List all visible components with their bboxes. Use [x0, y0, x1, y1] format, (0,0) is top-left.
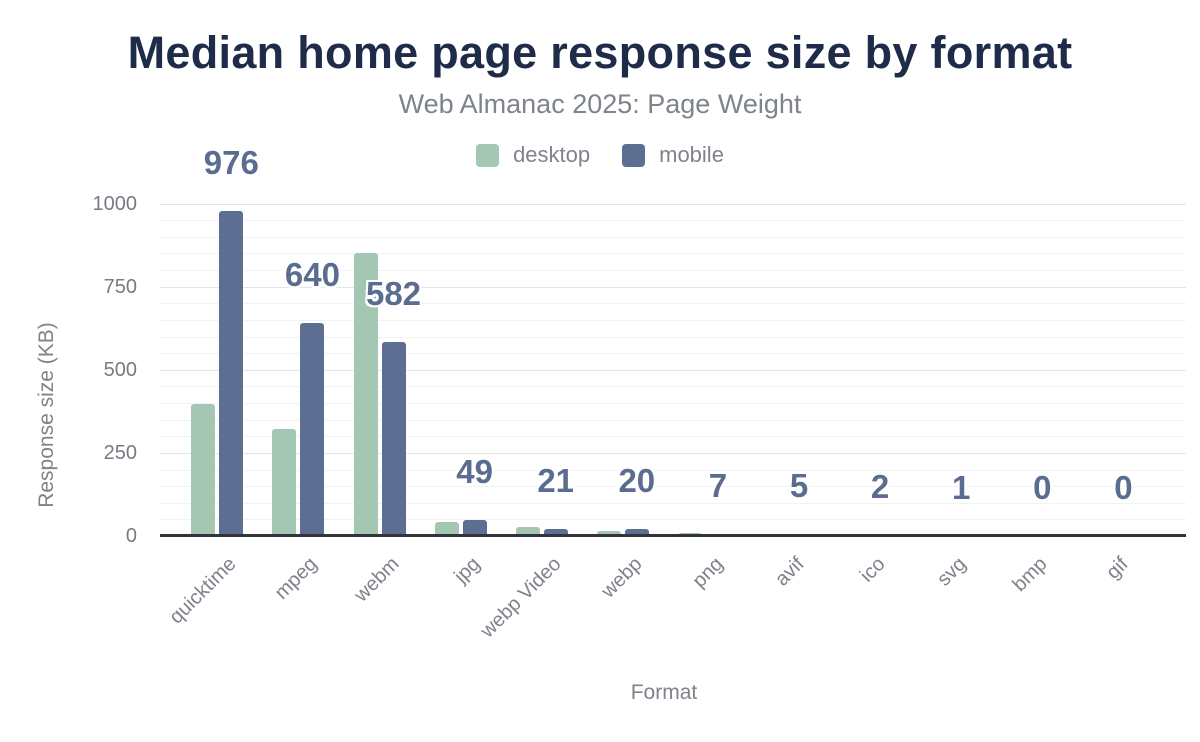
x-axis-title: Format: [630, 681, 698, 704]
gridline-minor: [160, 386, 1186, 388]
gridline-major: [160, 369, 1186, 371]
legend-label-desktop: desktop: [513, 142, 591, 167]
bar-mobile-mpeg[interactable]: [300, 323, 325, 536]
gridline-minor: [160, 220, 1186, 222]
value-label-mpeg: 640: [284, 256, 340, 294]
x-label-gif: gif: [1102, 553, 1133, 584]
x-label-png: png: [688, 553, 728, 593]
legend: desktop mobile: [0, 142, 1200, 168]
value-label-jpg: 49: [456, 452, 493, 490]
chart-subtitle: Web Almanac 2025: Page Weight: [398, 89, 802, 119]
gridline-minor: [160, 436, 1186, 438]
gridline-minor: [160, 519, 1186, 521]
gridline-minor: [160, 319, 1186, 321]
x-label-avif: avif: [770, 553, 809, 591]
bar-desktop-webp[interactable]: [596, 531, 621, 536]
gridline-minor: [160, 236, 1186, 238]
x-label-quicktime: quicktime: [165, 553, 241, 629]
y-tick-250: 250: [103, 441, 137, 464]
legend-swatch-desktop: [476, 143, 500, 167]
gridline-minor: [160, 403, 1186, 404]
gridline-minor: [160, 469, 1186, 471]
bar-desktop-quicktime[interactable]: [191, 404, 216, 536]
x-label-ico: ico: [856, 553, 890, 587]
chart-title: Median home page response size by format: [127, 27, 1073, 78]
value-label-png: 7: [708, 466, 728, 504]
bar-desktop-jpg[interactable]: [434, 522, 459, 536]
bar-desktop-mpeg[interactable]: [272, 429, 297, 536]
value-label-webm: 582: [365, 275, 422, 313]
value-label-gif: 0: [1114, 469, 1133, 506]
bar-mobile-webm[interactable]: [381, 342, 406, 536]
y-tick-1000: 1000: [92, 192, 138, 215]
gridline-minor: [160, 303, 1186, 305]
gridline-minor: [160, 253, 1186, 255]
gridline-minor: [160, 270, 1186, 271]
gridline-minor: [160, 336, 1186, 338]
y-tick-750: 750: [103, 275, 137, 298]
gridline-minor: [160, 502, 1186, 504]
legend-swatch-mobile: [622, 143, 646, 167]
value-label-bmp: 0: [1033, 469, 1052, 506]
bar-mobile-webp-video[interactable]: [543, 529, 568, 536]
x-label-jpg: jpg: [449, 553, 485, 588]
value-label-avif: 5: [789, 467, 809, 505]
gridline-major: [160, 286, 1186, 288]
y-axis-title: Response size (KB): [35, 322, 58, 508]
x-label-webp: webp: [596, 553, 647, 603]
x-label-bmp: bmp: [1008, 553, 1052, 597]
x-label-svg: svg: [933, 553, 971, 591]
x-label-mpeg: mpeg: [271, 553, 322, 604]
y-tick-500: 500: [103, 358, 137, 381]
y-tick-0: 0: [125, 525, 137, 547]
x-axis-line: [160, 534, 1186, 537]
legend-label-mobile: mobile: [659, 142, 724, 167]
x-label-webp-video: webp Video: [476, 553, 566, 643]
gridline-minor: [160, 353, 1186, 355]
value-label-webp: 20: [618, 462, 656, 500]
bar-mobile-quicktime[interactable]: [219, 211, 244, 536]
bar-mobile-jpg[interactable]: [462, 520, 487, 536]
gridline-major: [160, 452, 1186, 454]
value-label-svg: 1: [952, 468, 971, 506]
value-label-webp-video: 21: [537, 462, 575, 500]
gridline-minor: [160, 486, 1186, 488]
value-label-quicktime: 976: [203, 144, 259, 182]
gridline-minor: [160, 419, 1186, 421]
value-label-ico: 2: [870, 468, 890, 506]
legend-item-mobile[interactable]: mobile: [622, 142, 724, 168]
bar-desktop-webp-video[interactable]: [515, 527, 540, 536]
x-label-webm: webm: [349, 553, 404, 607]
gridline-major: [160, 203, 1186, 205]
legend-item-desktop[interactable]: desktop: [476, 142, 590, 168]
bar-mobile-webp[interactable]: [624, 529, 649, 536]
bar-desktop-webm[interactable]: [353, 253, 378, 536]
